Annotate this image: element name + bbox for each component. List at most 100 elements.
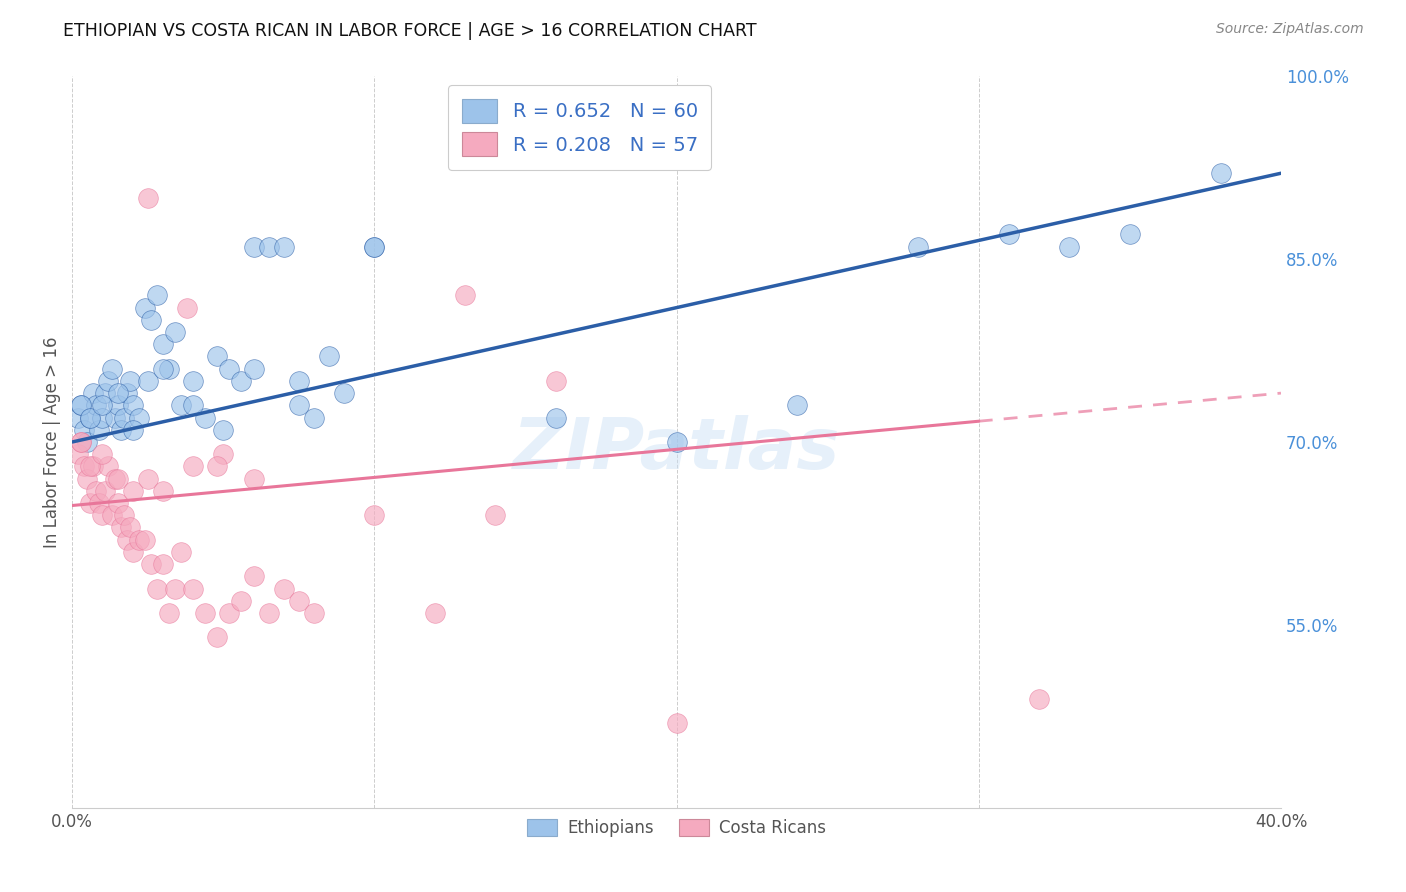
Point (170, 545, 193, 559)
Point (454, 288, 477, 302)
Point (194, 606, 217, 620)
Point (67, 410, 90, 425)
Point (67, 447, 90, 461)
Point (118, 520, 141, 534)
Point (82, 459, 104, 474)
Point (231, 594, 253, 608)
Point (218, 361, 240, 376)
Point (257, 239, 280, 253)
Point (76, 472, 98, 486)
Point (94, 386, 117, 401)
Point (107, 398, 129, 412)
Point (333, 386, 356, 401)
Point (146, 288, 169, 302)
Point (152, 483, 174, 498)
Point (1028, 691, 1050, 706)
Point (136, 472, 159, 486)
Point (86, 483, 108, 498)
Point (121, 545, 143, 559)
Point (94, 483, 117, 498)
Point (665, 715, 688, 730)
Point (544, 374, 567, 388)
Point (70, 434, 93, 449)
Point (121, 483, 143, 498)
Point (1059, 239, 1081, 253)
Point (288, 398, 311, 412)
Point (91, 447, 114, 461)
Point (146, 582, 169, 596)
Point (257, 606, 280, 620)
Point (70, 398, 93, 412)
Point (103, 472, 125, 486)
Point (79, 459, 101, 474)
Text: ETHIOPIAN VS COSTA RICAN IN LABOR FORCE | AGE > 16 CORRELATION CHART: ETHIOPIAN VS COSTA RICAN IN LABOR FORCE … (63, 22, 756, 40)
Point (242, 239, 264, 253)
Point (128, 533, 150, 547)
Point (73, 423, 96, 437)
Point (484, 508, 506, 523)
Point (82, 386, 104, 401)
Point (181, 459, 204, 474)
Point (786, 398, 808, 412)
Point (170, 398, 193, 412)
Point (242, 472, 264, 486)
Point (139, 313, 162, 327)
Point (1119, 227, 1142, 242)
Point (212, 447, 235, 461)
Point (115, 533, 138, 547)
Point (157, 606, 180, 620)
Legend: Ethiopians, Costa Ricans: Ethiopians, Costa Ricans (520, 813, 832, 844)
Point (139, 557, 162, 571)
Point (103, 410, 125, 425)
Point (110, 423, 132, 437)
Point (121, 423, 143, 437)
Point (136, 374, 159, 388)
Point (134, 301, 156, 315)
Point (134, 533, 156, 547)
Point (128, 410, 150, 425)
Point (76, 434, 98, 449)
Point (363, 508, 385, 523)
Point (363, 239, 385, 253)
Point (118, 374, 141, 388)
Point (302, 410, 325, 425)
Point (89, 496, 111, 510)
Point (218, 606, 240, 620)
Point (181, 398, 204, 412)
Point (207, 350, 229, 364)
Point (107, 496, 129, 510)
Point (181, 582, 204, 596)
Point (665, 434, 688, 449)
Point (79, 496, 101, 510)
Point (73, 459, 96, 474)
Point (1209, 166, 1232, 180)
Point (288, 374, 311, 388)
Y-axis label: In Labor Force | Age > 16: In Labor Force | Age > 16 (44, 336, 60, 548)
Point (121, 398, 143, 412)
Point (91, 398, 114, 412)
Point (242, 569, 264, 583)
Point (136, 191, 159, 205)
Point (288, 594, 311, 608)
Point (907, 239, 929, 253)
Point (86, 398, 108, 412)
Point (79, 410, 101, 425)
Point (112, 508, 135, 523)
Point (242, 361, 264, 376)
Point (273, 239, 295, 253)
Point (152, 337, 174, 351)
Point (423, 606, 446, 620)
Point (110, 520, 132, 534)
Point (97, 459, 120, 474)
Point (212, 423, 235, 437)
Point (163, 582, 186, 596)
Point (273, 582, 295, 596)
Point (194, 410, 217, 425)
Point (152, 361, 174, 376)
Point (107, 386, 129, 401)
Point (91, 410, 114, 425)
Point (157, 361, 180, 376)
Point (318, 350, 340, 364)
Point (107, 472, 129, 486)
Point (181, 374, 204, 388)
